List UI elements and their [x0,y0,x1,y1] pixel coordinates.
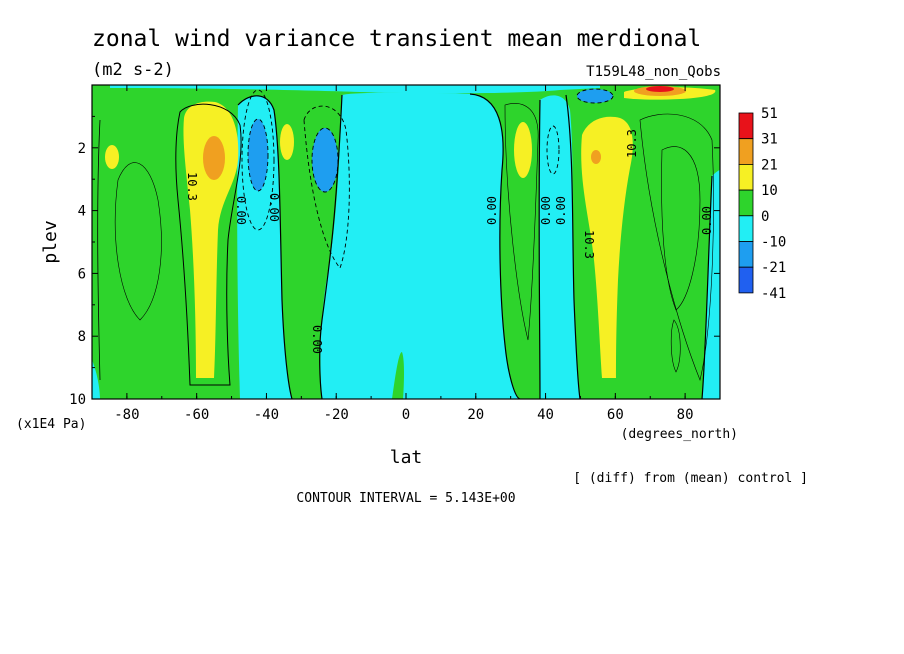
contour-label: 0.00 [267,193,281,222]
region-yellow-s57 [183,101,239,379]
contour-label: 0.00 [539,196,553,225]
colorbar-label: 51 [761,106,778,122]
y-tick-label: 10 [69,392,86,408]
colorbar-swatch [738,215,754,242]
colorbar-label: 10 [761,183,778,199]
colorbar-swatch [738,189,754,217]
x-tick-label: 20 [467,407,484,423]
colorbar-swatch [738,241,754,268]
contour-label-group: 10.3 0.00 0.00 0.00 0.00 0.00 0.00 10.3 … [185,129,714,354]
y-tick-label: 6 [78,266,86,282]
x-tick-label: 40 [537,407,554,423]
x-tick-label: 80 [677,407,694,423]
diff-footnote: [ (diff) from (mean) control ] [573,471,808,486]
region-pos-eq [392,352,404,399]
contour-label: 0.00 [554,196,568,225]
dashed-contours [241,88,614,269]
region-neg-tropics [320,92,520,399]
contour-label: 0.00 [234,196,248,225]
colorbar-swatch [738,138,754,165]
x-tick-label: 0 [402,407,410,423]
colorbar-swatch [738,112,754,140]
colorbar: 51 31 21 10 0 -10 -21 -41 [738,106,786,302]
region-neg-blue-2 [312,128,338,192]
colorbar-label: 21 [761,157,778,173]
x-axis-label: lat [390,447,423,468]
region-neg-blue-3 [577,89,613,103]
region-yellow-s83 [105,145,119,169]
x-axis: -80 -60 -40 -20 0 20 40 60 80 [91,85,721,423]
region-orange-n54 [591,150,601,164]
y-tick-label: 8 [78,329,86,345]
region-yellow-s36 [280,124,294,160]
colorbar-swatch [738,163,754,191]
x-tick-label: -80 [114,407,139,423]
dataset-label: T159L48_non_Qobs [586,64,721,80]
x-axis-units: (degrees_north) [621,427,738,442]
x-tick-label: -40 [254,407,279,423]
contour-label: 10.3 [625,129,639,158]
region-neg-sw [92,360,100,399]
region-neg-n42 [539,95,580,399]
contour-label: 0.00 [700,206,714,235]
colorbar-swatch [738,266,754,294]
colorbar-label: 31 [761,132,778,148]
y-tick-label: 2 [78,141,86,157]
contour-plot: 10.3 0.00 0.00 0.00 0.00 0.00 0.00 10.3 … [92,85,720,399]
contour-label: 0.00 [485,196,499,225]
x-tick-label: -20 [324,407,349,423]
region-yellow-n33 [514,122,532,178]
y-tick-label: 4 [78,204,86,220]
contour-label: 0.00 [310,325,324,354]
region-pos-s37 [276,94,322,399]
x-tick-label: -60 [184,407,209,423]
region-orange-s55 [203,136,225,180]
x-tick-label: 60 [607,407,624,423]
region-red-top [646,86,674,92]
y-axis: 2 4 6 8 10 [69,115,720,408]
colorbar-label: -21 [761,260,786,276]
region-yellow-n55 [581,116,633,379]
contour-label: 10.3 [582,230,596,259]
chart-title: zonal wind variance transient mean merdi… [92,26,701,52]
region-neg-blue-1 [248,119,268,191]
region-neg-top [110,85,600,94]
colorbar-label: 0 [761,209,769,225]
contour-label: 10.3 [185,172,199,201]
chart-units: (m2 s-2) [92,60,174,80]
y-axis-label: plev [40,220,61,263]
colorbar-label: -41 [761,286,786,302]
contour-lines [97,93,714,399]
y-axis-units: (x1E4 Pa) [16,417,86,432]
contour-interval-label: CONTOUR INTERVAL = 5.143E+00 [296,491,515,506]
colorbar-label: -10 [761,235,786,251]
